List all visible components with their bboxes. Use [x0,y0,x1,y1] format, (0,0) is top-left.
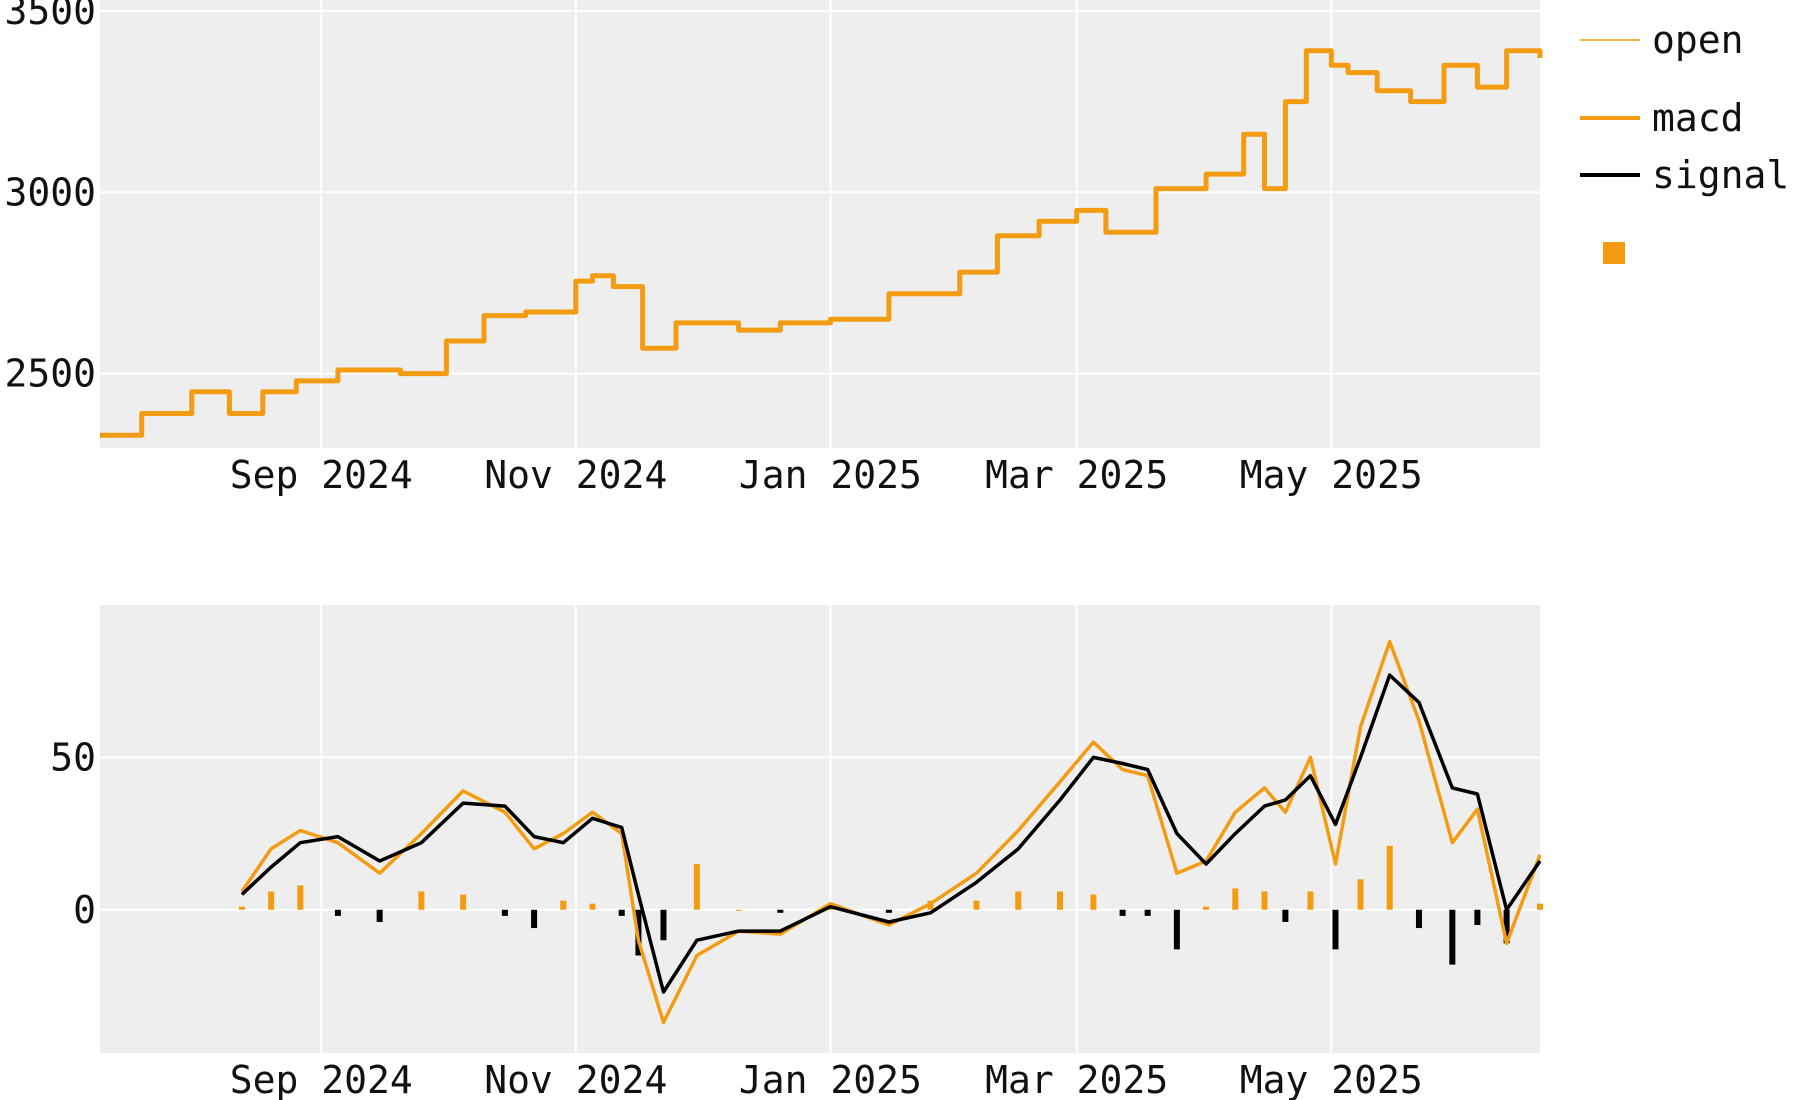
histogram-bar [1537,903,1543,910]
histogram-bar [1144,909,1151,916]
histogram-bar [1232,888,1239,910]
histogram-bar [1415,909,1422,929]
x-tick-label: May 2025 [1240,453,1423,497]
x-tick-label: May 2025 [1240,1058,1423,1100]
x-tick-label: Nov 2024 [484,453,667,497]
x-tick-label: Nov 2024 [484,1058,667,1100]
histogram-bar [1057,891,1063,910]
histogram-bar [238,906,245,910]
legend-swatch-histogram [1603,242,1625,264]
histogram-bar [1261,891,1268,910]
histogram-bar [460,894,467,910]
histogram-bar [777,909,784,913]
y-tick-label: 2500 [4,352,96,396]
histogram-bar [418,891,425,910]
legend: open macd signal [1580,18,1789,264]
histogram-bar [1449,909,1456,965]
x-tick-label: Sep 2024 [230,1058,413,1100]
histogram-bar [1203,906,1210,910]
histogram-bar [297,885,304,910]
histogram-bar [973,900,980,910]
histogram-bar [885,909,892,913]
series-line-signal [240,673,1542,994]
y-tick-label: 50 [50,735,96,779]
histogram-bar [531,909,538,929]
histogram-bar [1282,909,1289,922]
histogram-bar [1503,909,1510,944]
x-tick-label: Jan 2025 [739,1058,922,1100]
y-tick-label: 3500 [4,0,96,33]
histogram-bar [589,903,596,910]
y-tick-label: 3000 [4,170,96,214]
panel-price: Sep 2024 Nov 2024 Jan 2025 Mar 2025 May 2025… [4,0,1543,497]
legend-label-macd: macd [1652,96,1744,140]
plot-area-macd [100,605,1540,1053]
histogram-bar [1332,909,1339,950]
histogram-bar [660,909,667,941]
x-tick-label: Mar 2025 [985,1058,1168,1100]
histogram-bar [735,909,742,911]
legend-label-signal: signal [1652,153,1789,197]
histogram-bar [1090,894,1097,910]
histogram-bar [1386,845,1393,910]
histogram-bar [334,909,341,916]
histogram-bar [1307,891,1314,910]
x-tick-label: Jan 2025 [739,453,922,497]
histogram-bar [560,900,567,910]
histogram-bar [1015,891,1022,910]
histogram-bar [618,909,625,916]
histogram-bar [1119,909,1126,916]
histogram-bar [268,891,275,910]
histogram-bar [693,864,700,910]
y-tick-label: 0 [73,888,96,932]
histogram-bar [501,909,508,916]
legend-label-open: open [1652,18,1744,62]
x-tick-label: Sep 2024 [230,453,413,497]
histogram-bar [376,909,383,922]
panel-macd: Sep 2024 Nov 2024 Jan 2025 Mar 2025 May 2025… [50,605,1543,1100]
x-tick-label: Mar 2025 [985,453,1168,497]
histogram-bar [1357,879,1364,910]
histogram-bar [1173,909,1180,950]
histogram-bar [1474,909,1481,925]
